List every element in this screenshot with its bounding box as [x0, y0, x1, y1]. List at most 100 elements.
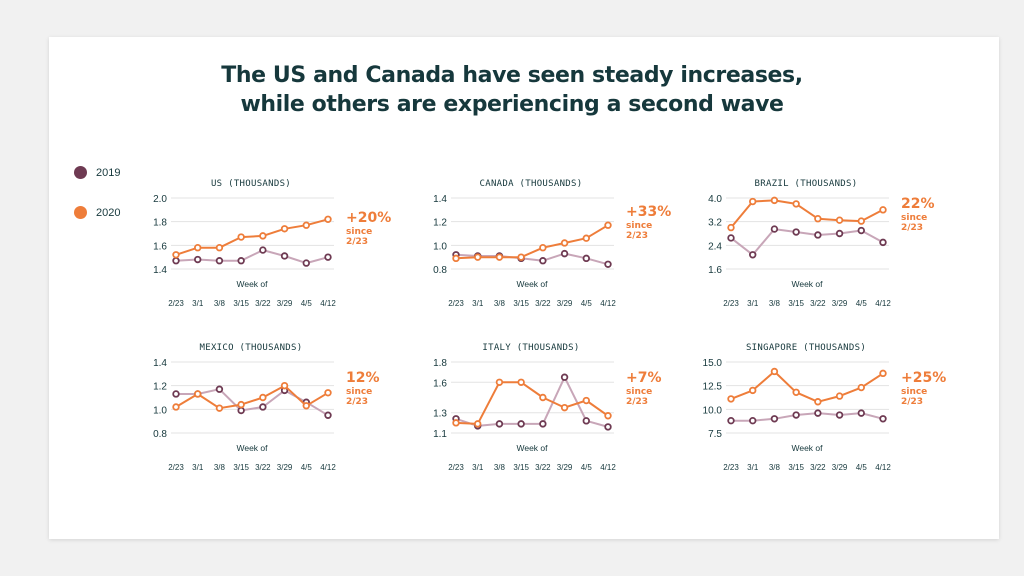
- y-tick-label: 4.0: [708, 194, 722, 205]
- data-point-2020: [302, 402, 310, 410]
- data-point-2020: [560, 403, 569, 412]
- x-tick-label: 3/29: [832, 299, 848, 308]
- x-tick-label: 4/5: [581, 299, 593, 308]
- data-point-2020: [172, 251, 180, 259]
- data-point-2020: [560, 239, 569, 247]
- data-point-2019: [814, 231, 822, 239]
- x-tick-label: 4/12: [320, 299, 336, 308]
- data-point-2019: [172, 257, 180, 265]
- data-point-2020: [814, 398, 822, 406]
- data-point-2020: [879, 206, 887, 214]
- x-tick-label: 3/15: [233, 299, 249, 308]
- data-point-2019: [835, 229, 844, 238]
- y-tick-label: 1.0: [153, 405, 167, 416]
- data-point-2019: [792, 411, 800, 419]
- data-point-2020: [517, 253, 525, 261]
- x-tick-label: 3/22: [255, 463, 271, 472]
- data-point-2020: [857, 383, 865, 392]
- change-callout: 22% since 2/23: [901, 193, 941, 233]
- x-tick-label: 2/23: [168, 463, 184, 472]
- data-point-2020: [215, 404, 224, 412]
- y-tick-label: 7.5: [708, 429, 722, 440]
- data-point-2020: [237, 400, 245, 409]
- panel-italy: ITALY (THOUSANDS) 1.1 1.3 1.6 1.8 Week of 2/2…: [426, 343, 666, 483]
- x-tick-label: 2/23: [448, 299, 464, 308]
- data-point-2020: [474, 253, 482, 261]
- x-tick-label: 3/22: [810, 299, 826, 308]
- data-point-2020: [792, 388, 800, 396]
- data-point-2019: [259, 403, 267, 411]
- x-tick-label: 2/23: [723, 299, 739, 308]
- x-tick-label: 4/5: [301, 299, 313, 308]
- data-point-2020: [452, 419, 460, 427]
- line-chart-brazil: 1.6 2.4 3.2 4.0 Week of 2/23 3/1 3/8 3/15 3/22 3/2…: [708, 194, 891, 308]
- change-percent: +20%: [346, 210, 392, 226]
- data-point-2020: [857, 217, 865, 225]
- data-point-2020: [172, 403, 180, 411]
- data-point-2019: [237, 257, 245, 265]
- data-point-2020: [539, 243, 547, 252]
- x-tick-label: 3/15: [788, 299, 804, 308]
- chart-title-line-1: The US and Canada have seen steady incre…: [221, 63, 803, 88]
- data-point-2019: [582, 417, 590, 425]
- y-tick-label: 1.2: [433, 218, 447, 229]
- change-since: since 2/23: [346, 387, 373, 407]
- x-tick-label: 3/8: [769, 463, 781, 472]
- y-tick-label: 1.6: [708, 265, 722, 276]
- x-tick-label: 3/1: [192, 299, 204, 308]
- data-point-2019: [560, 249, 569, 258]
- change-percent: +33%: [626, 204, 672, 220]
- x-tick-label: 3/8: [494, 463, 506, 472]
- x-axis-label: Week of: [236, 279, 268, 289]
- x-tick-label: 4/12: [875, 299, 891, 308]
- y-tick-label: 3.2: [708, 218, 722, 229]
- data-point-2020: [835, 216, 844, 224]
- x-tick-label: 2/23: [723, 463, 739, 472]
- data-point-2020: [814, 215, 822, 223]
- data-point-2019: [835, 411, 844, 419]
- x-tick-label: 3/22: [255, 299, 271, 308]
- x-tick-label: 4/5: [301, 463, 313, 472]
- x-tick-label: 3/8: [214, 299, 226, 308]
- y-tick-label: 2.0: [153, 194, 167, 205]
- y-tick-label: 1.4: [433, 194, 447, 205]
- panel-title: SINGAPORE (THOUSANDS): [745, 343, 867, 353]
- change-percent: 12%: [346, 370, 380, 386]
- y-tick-label: 1.4: [153, 358, 167, 369]
- data-point-2019: [280, 252, 289, 260]
- line-chart-us: 1.4 1.6 1.8 2.0 Week of 2/23 3/1 3/8 3/15 3/22 3/2…: [153, 194, 336, 308]
- x-tick-label: 3/22: [535, 463, 551, 472]
- data-point-2019: [259, 246, 267, 254]
- x-tick-label: 4/12: [875, 463, 891, 472]
- change-percent: +7%: [626, 370, 662, 386]
- line-chart-mexico: 0.8 1.0 1.2 1.4 Week of 2/23 3/1 3/8 3/15 3/22 3/2…: [153, 358, 336, 472]
- x-tick-label: 3/29: [557, 299, 573, 308]
- x-tick-label: 4/5: [856, 299, 868, 308]
- data-point-2019: [302, 259, 310, 267]
- x-axis-label: Week of: [236, 443, 268, 453]
- x-tick-label: 4/12: [320, 463, 336, 472]
- series-line-2020: [730, 370, 884, 403]
- data-point-2019: [324, 411, 332, 419]
- data-point-2019: [215, 385, 224, 393]
- data-point-2019: [792, 228, 800, 236]
- data-point-2020: [604, 412, 612, 420]
- data-point-2019: [749, 416, 757, 425]
- data-point-2019: [749, 251, 757, 259]
- x-tick-label: 4/5: [856, 463, 868, 472]
- data-point-2020: [474, 420, 482, 428]
- y-tick-label: 1.8: [433, 358, 447, 369]
- data-point-2019: [215, 257, 224, 265]
- legend-item-2020: 2020: [74, 206, 120, 219]
- data-point-2020: [582, 234, 590, 242]
- legend-item-2019: 2019: [74, 166, 120, 179]
- x-tick-label: 3/15: [513, 299, 529, 308]
- data-point-2020: [517, 378, 525, 386]
- panel-title: CANADA (THOUSANDS): [479, 179, 583, 189]
- x-axis-label: Week of: [516, 279, 548, 289]
- change-callout: +33% since 2/23: [626, 201, 671, 241]
- data-point-2019: [517, 420, 525, 428]
- x-tick-label: 3/29: [277, 463, 293, 472]
- data-point-2019: [727, 234, 735, 242]
- y-tick-label: 12.5: [703, 382, 723, 393]
